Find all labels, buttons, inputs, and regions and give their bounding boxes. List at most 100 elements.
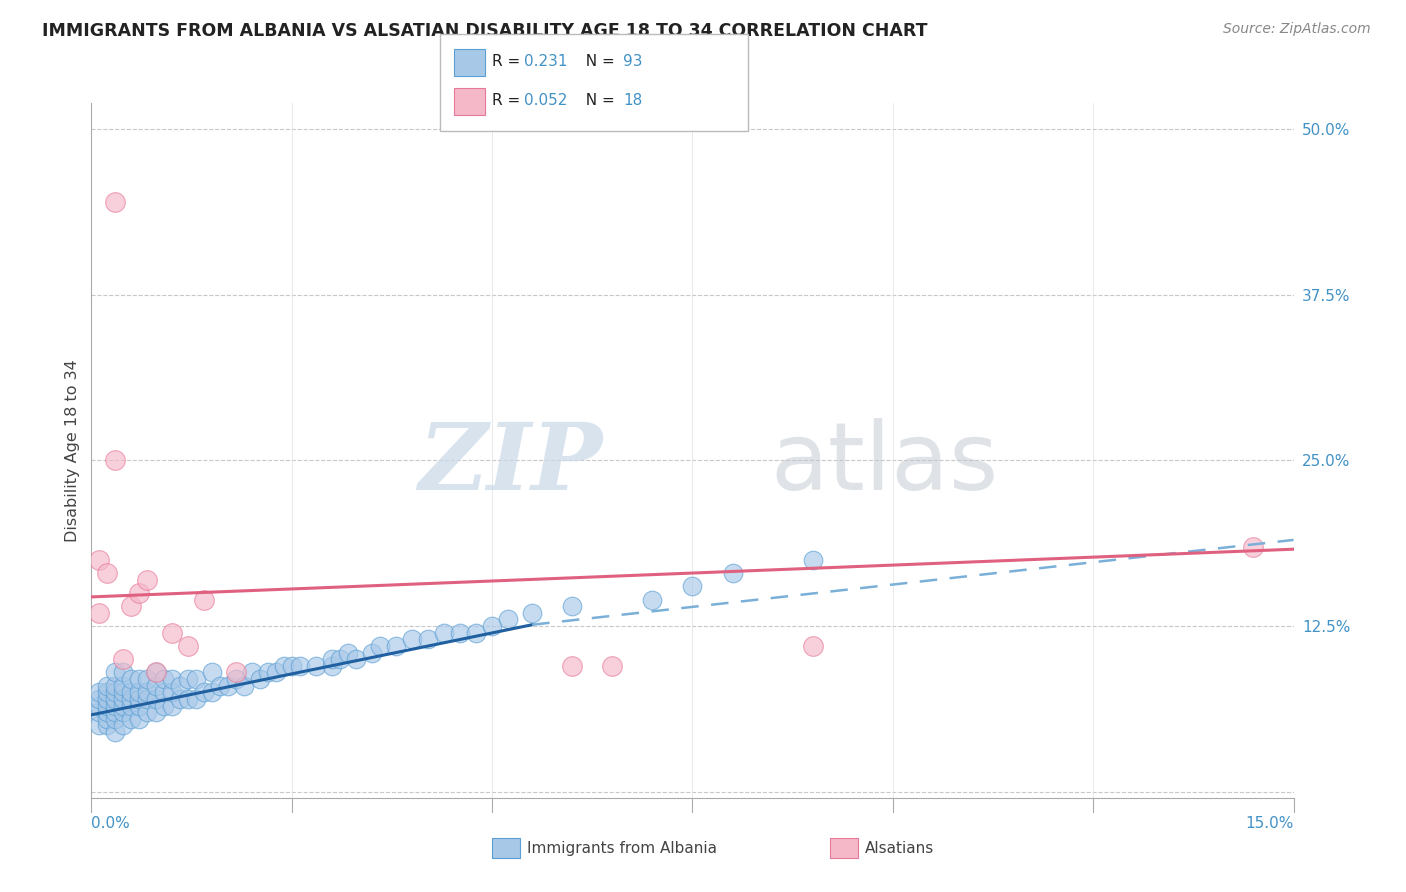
Point	[522, 606, 544, 620]
Point	[288, 658, 311, 673]
Text: R =: R =	[492, 54, 526, 69]
Point	[112, 692, 135, 706]
Point	[232, 679, 254, 693]
Text: 15.0%: 15.0%	[1246, 816, 1294, 830]
Point	[193, 592, 215, 607]
Point	[121, 692, 143, 706]
Point	[104, 194, 127, 209]
Point	[801, 639, 824, 653]
Point	[121, 672, 143, 686]
Point	[721, 566, 744, 580]
Point	[121, 698, 143, 713]
Point	[801, 553, 824, 567]
Point	[96, 705, 118, 719]
Point	[344, 652, 367, 666]
Text: Source: ZipAtlas.com: Source: ZipAtlas.com	[1223, 22, 1371, 37]
Point	[176, 672, 198, 686]
Point	[104, 705, 127, 719]
Point	[184, 672, 207, 686]
Point	[104, 665, 127, 680]
Point	[104, 692, 127, 706]
Point	[249, 672, 271, 686]
Point	[201, 665, 224, 680]
Point	[112, 698, 135, 713]
Point	[89, 692, 111, 706]
Point	[121, 599, 143, 614]
Point	[481, 619, 503, 633]
Point	[240, 665, 263, 680]
Point	[136, 692, 159, 706]
Point	[89, 685, 111, 699]
Point	[176, 692, 198, 706]
Point	[104, 725, 127, 739]
Text: ZIP: ZIP	[418, 419, 602, 509]
Point	[208, 679, 231, 693]
Point	[561, 658, 583, 673]
Point	[321, 652, 343, 666]
Text: 0.052: 0.052	[524, 94, 568, 108]
Point	[169, 679, 191, 693]
Text: Alsatians: Alsatians	[865, 841, 934, 855]
Point	[385, 639, 408, 653]
Point	[1243, 540, 1265, 554]
Point	[112, 705, 135, 719]
Point	[136, 685, 159, 699]
Point	[112, 652, 135, 666]
Text: Immigrants from Albania: Immigrants from Albania	[527, 841, 717, 855]
Point	[360, 646, 382, 660]
Point	[329, 652, 352, 666]
Point	[160, 698, 183, 713]
Point	[321, 658, 343, 673]
Point	[128, 672, 150, 686]
Point	[89, 553, 111, 567]
Point	[136, 705, 159, 719]
Point	[641, 592, 664, 607]
Point	[96, 566, 118, 580]
Text: atlas: atlas	[770, 418, 998, 510]
Point	[128, 692, 150, 706]
Point	[225, 672, 247, 686]
Point	[104, 698, 127, 713]
Point	[217, 679, 239, 693]
Point	[96, 692, 118, 706]
Point	[273, 658, 295, 673]
Point	[104, 712, 127, 726]
Point	[160, 672, 183, 686]
Point	[256, 665, 278, 680]
Point	[96, 698, 118, 713]
Point	[193, 685, 215, 699]
Point	[136, 672, 159, 686]
Point	[152, 698, 174, 713]
Point	[368, 639, 391, 653]
Point	[281, 658, 304, 673]
Point	[416, 632, 439, 647]
Text: IMMIGRANTS FROM ALBANIA VS ALSATIAN DISABILITY AGE 18 TO 34 CORRELATION CHART: IMMIGRANTS FROM ALBANIA VS ALSATIAN DISA…	[42, 22, 928, 40]
Point	[89, 698, 111, 713]
Point	[496, 612, 519, 626]
Point	[89, 705, 111, 719]
Point	[104, 679, 127, 693]
Point	[681, 579, 703, 593]
Text: 93: 93	[623, 54, 643, 69]
Point	[96, 718, 118, 732]
Point	[336, 646, 359, 660]
Point	[96, 712, 118, 726]
Point	[145, 679, 167, 693]
Text: N =: N =	[576, 94, 620, 108]
Text: R =: R =	[492, 94, 526, 108]
Text: 0.0%: 0.0%	[91, 816, 131, 830]
Point	[128, 685, 150, 699]
Point	[128, 712, 150, 726]
Point	[112, 679, 135, 693]
Point	[561, 599, 583, 614]
Point	[160, 625, 183, 640]
Point	[176, 639, 198, 653]
Point	[89, 606, 111, 620]
Point	[121, 712, 143, 726]
Point	[145, 665, 167, 680]
Point	[602, 658, 624, 673]
Point	[89, 718, 111, 732]
Y-axis label: Disability Age 18 to 34: Disability Age 18 to 34	[65, 359, 80, 541]
Point	[136, 573, 159, 587]
Point	[225, 665, 247, 680]
